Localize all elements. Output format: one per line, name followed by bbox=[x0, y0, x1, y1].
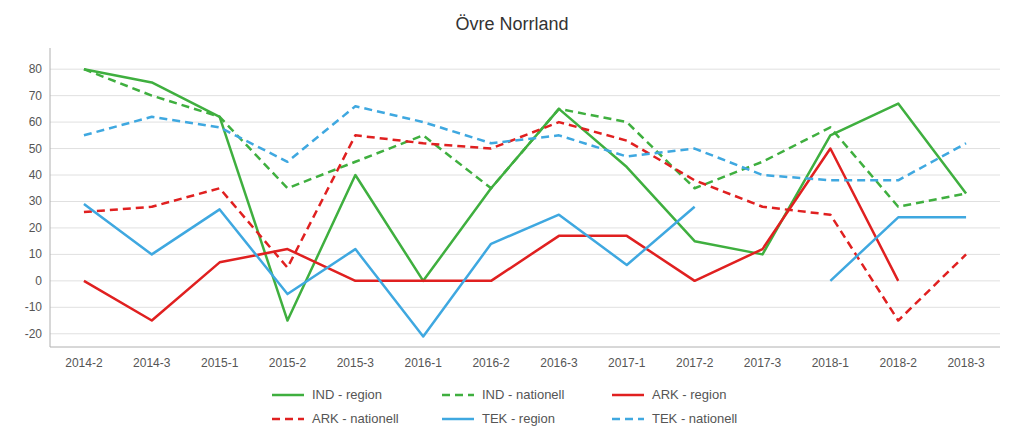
legend-label: TEK - region bbox=[482, 411, 555, 426]
y-tick-label: 40 bbox=[29, 168, 43, 182]
x-tick-label: 2016-3 bbox=[540, 356, 578, 370]
x-tick-label: 2018-3 bbox=[947, 356, 985, 370]
series-line bbox=[84, 69, 966, 320]
y-tick-label: -20 bbox=[25, 327, 43, 341]
x-tick-label: 2015-2 bbox=[269, 356, 307, 370]
series-line bbox=[84, 69, 966, 207]
x-tick-label: 2015-3 bbox=[337, 356, 375, 370]
y-grid: -20 -10 0 10 20 30 40 50 60 70 80 bbox=[25, 62, 1000, 341]
x-tick-label: 2014-2 bbox=[65, 356, 103, 370]
chart-svg: Övre Norrland -20 -10 0 10 20 30 40 50 60 70 80 2014… bbox=[0, 0, 1024, 445]
y-tick-label: 0 bbox=[35, 274, 42, 288]
y-tick-label: 60 bbox=[29, 115, 43, 129]
grid-line bbox=[50, 175, 1000, 176]
series-line bbox=[84, 149, 898, 321]
legend-swatch bbox=[442, 418, 474, 421]
x-tick-label: 2018-1 bbox=[812, 356, 850, 370]
grid-line bbox=[50, 69, 1000, 70]
x-axis-line bbox=[50, 347, 1000, 348]
y-tick-label: 20 bbox=[29, 221, 43, 235]
legend: IND - region IND - nationell ARK - region A… bbox=[272, 387, 737, 426]
grid-line bbox=[50, 307, 1000, 308]
legend-label: IND - nationell bbox=[482, 387, 564, 402]
grid-line bbox=[50, 280, 1000, 281]
legend-swatch bbox=[612, 418, 644, 421]
y-tick-label: -10 bbox=[25, 300, 43, 314]
series-line bbox=[84, 122, 966, 320]
y-tick-label: 70 bbox=[29, 89, 43, 103]
series-line bbox=[84, 106, 966, 180]
x-tick-label: 2014-3 bbox=[133, 356, 171, 370]
legend-swatch bbox=[272, 394, 304, 397]
y-tick-label: 80 bbox=[29, 62, 43, 76]
legend-label: TEK - nationell bbox=[652, 411, 737, 426]
y-tick-label: 30 bbox=[29, 194, 43, 208]
grid-line bbox=[50, 333, 1000, 334]
legend-label: ARK - region bbox=[652, 387, 726, 402]
legend-swatch bbox=[612, 394, 644, 397]
y-tick-label: 50 bbox=[29, 142, 43, 156]
chart-container: Övre Norrland -20 -10 0 10 20 30 40 50 60 70 80 2014… bbox=[0, 0, 1024, 445]
x-axis: 2014-2 2014-3 2015-1 2015-2 2015-3 2016-1 2016… bbox=[65, 356, 985, 370]
x-tick-label: 2016-2 bbox=[472, 356, 510, 370]
x-tick-label: 2018-2 bbox=[880, 356, 918, 370]
legend-label: IND - region bbox=[312, 387, 382, 402]
plot-area bbox=[84, 69, 966, 336]
series-line bbox=[830, 217, 966, 281]
grid-line bbox=[50, 95, 1000, 96]
legend-label: ARK - nationell bbox=[312, 411, 399, 426]
x-tick-label: 2017-3 bbox=[744, 356, 782, 370]
x-tick-label: 2016-1 bbox=[405, 356, 443, 370]
y-axis-line bbox=[50, 48, 51, 347]
legend-swatch bbox=[442, 394, 474, 397]
legend-swatch bbox=[272, 418, 304, 421]
x-tick-label: 2017-2 bbox=[676, 356, 714, 370]
x-tick-label: 2017-1 bbox=[608, 356, 646, 370]
x-tick-label: 2015-1 bbox=[201, 356, 239, 370]
y-tick-label: 10 bbox=[29, 247, 43, 261]
chart-title: Övre Norrland bbox=[455, 14, 568, 34]
series-line bbox=[84, 204, 695, 336]
